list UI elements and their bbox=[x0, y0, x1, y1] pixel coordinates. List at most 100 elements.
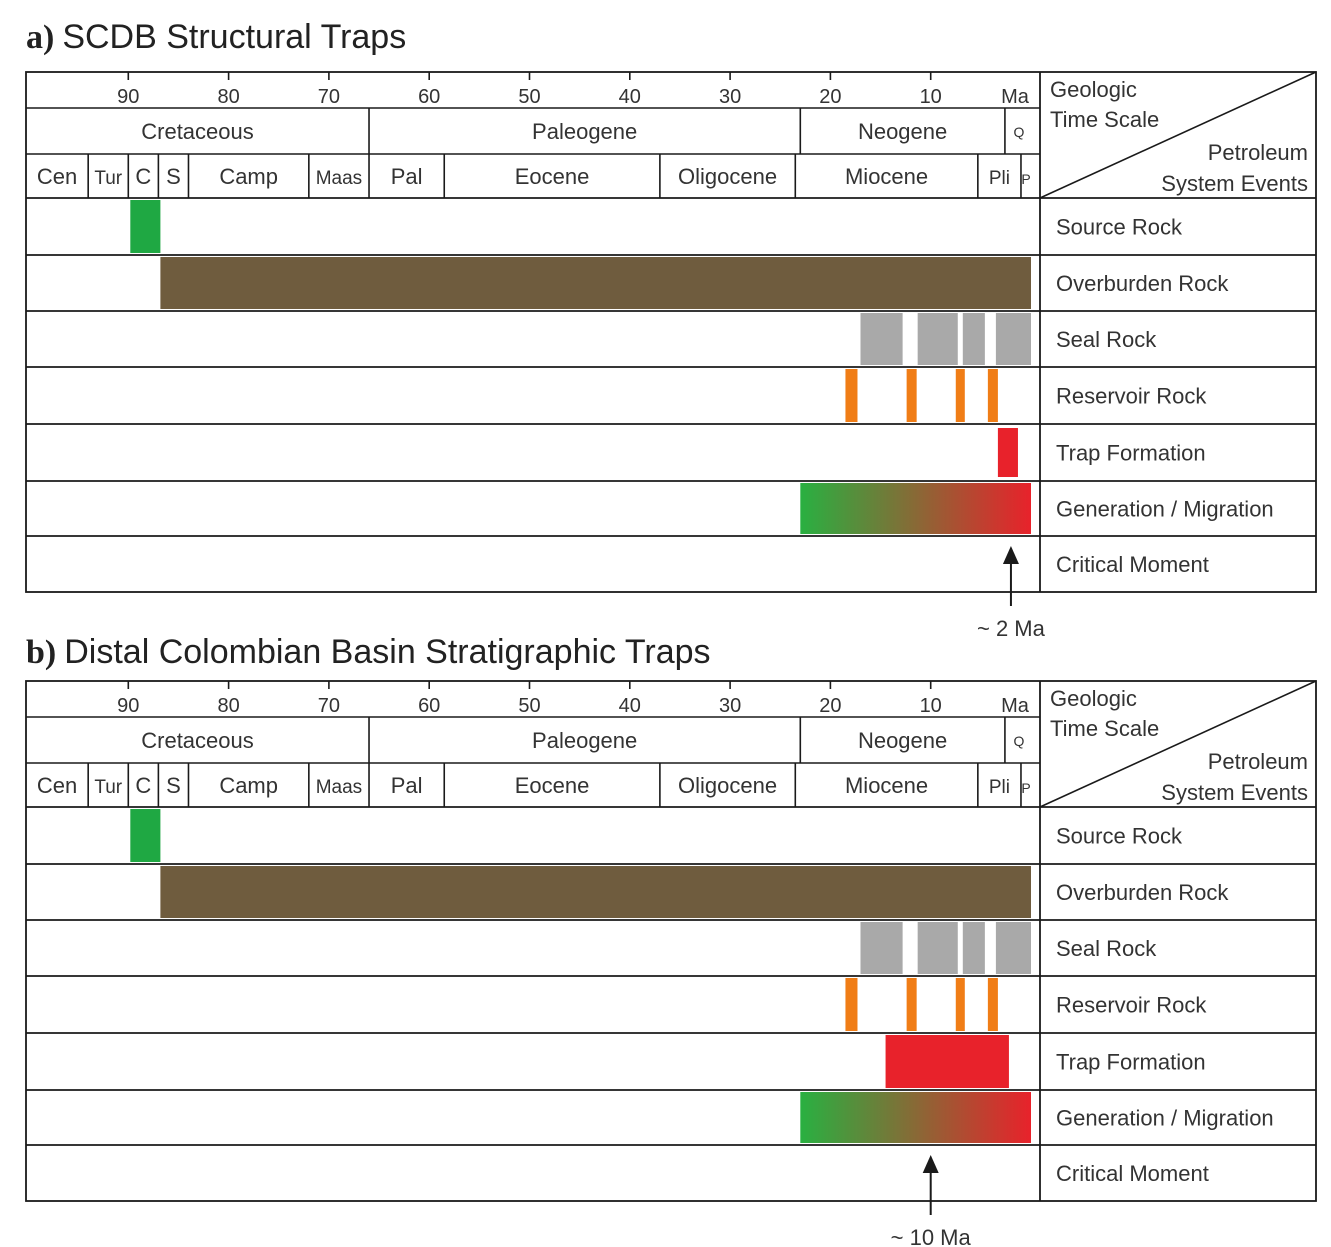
time-scale-label-line1: Geologic bbox=[1050, 686, 1137, 711]
reservoir-rock-bar bbox=[955, 978, 965, 1031]
axis-tick-label: 20 bbox=[819, 695, 841, 717]
axis-tick-label: 60 bbox=[418, 695, 440, 717]
axis-unit-label: Ma bbox=[1001, 86, 1030, 108]
events-label-line1: Petroleum bbox=[1208, 749, 1308, 774]
axis-tick-label: 40 bbox=[619, 695, 641, 717]
event-row-label: Reservoir Rock bbox=[1056, 993, 1207, 1018]
panel-title-text: SCDB Structural Traps bbox=[62, 18, 406, 56]
axis-unit-label: Ma bbox=[1001, 695, 1030, 717]
panel-frame bbox=[25, 680, 1317, 1202]
panel-title-text: Distal Colombian Basin Stratigraphic Tra… bbox=[64, 633, 710, 671]
event-row-label: Seal Rock bbox=[1056, 327, 1157, 352]
generation-migration-bar bbox=[800, 1092, 1031, 1143]
period-label: Neogene bbox=[858, 728, 947, 753]
critical-moment-arrow-head bbox=[922, 1155, 939, 1173]
epoch-label: Pal bbox=[391, 773, 423, 798]
time-scale-label-line1: Geologic bbox=[1050, 77, 1137, 102]
period-label: Cretaceous bbox=[141, 728, 254, 753]
epoch-label: Camp bbox=[219, 773, 278, 798]
period-label: Paleogene bbox=[532, 119, 637, 144]
seal-rock-bar bbox=[962, 922, 985, 974]
reservoir-rock-bar bbox=[987, 978, 998, 1031]
period-label: Neogene bbox=[858, 119, 947, 144]
generation-migration-bar bbox=[800, 483, 1031, 534]
event-row-label: Source Rock bbox=[1056, 824, 1183, 849]
header-diagonal bbox=[1039, 680, 1317, 808]
axis-tick-label: 90 bbox=[117, 695, 139, 717]
epoch-label: S bbox=[166, 164, 181, 189]
critical-moment-label: ~ 2 Ma bbox=[977, 616, 1046, 641]
period-label: Q bbox=[1014, 733, 1025, 749]
event-row-label: Source Rock bbox=[1056, 215, 1183, 240]
panel-frame bbox=[25, 71, 1317, 593]
epoch-label: Cen bbox=[37, 773, 77, 798]
event-row-label: Generation / Migration bbox=[1056, 497, 1274, 522]
epoch-label: Eocene bbox=[515, 773, 590, 798]
axis-tick-label: 20 bbox=[819, 86, 841, 108]
seal-rock-bar bbox=[995, 313, 1031, 365]
source-rock-bar bbox=[130, 809, 161, 862]
period-label: Cretaceous bbox=[141, 119, 254, 144]
axis-tick-label: 40 bbox=[619, 86, 641, 108]
source-rock-bar bbox=[130, 200, 161, 253]
axis-tick-label: 10 bbox=[920, 695, 942, 717]
seal-rock-bar bbox=[860, 313, 903, 365]
event-row-label: Overburden Rock bbox=[1056, 880, 1229, 905]
seal-rock-bar bbox=[917, 922, 958, 974]
event-row-label: Seal Rock bbox=[1056, 936, 1157, 961]
epoch-label: Maas bbox=[316, 777, 362, 798]
event-row-label: Overburden Rock bbox=[1056, 271, 1229, 296]
axis-tick-label: 70 bbox=[318, 86, 340, 108]
time-scale-label-line2: Time Scale bbox=[1050, 716, 1159, 741]
critical-moment-arrow-head bbox=[1002, 546, 1019, 564]
reservoir-rock-bar bbox=[987, 369, 998, 422]
epoch-label: Camp bbox=[219, 164, 278, 189]
epoch-label: Pal bbox=[391, 164, 423, 189]
reservoir-rock-bar bbox=[845, 978, 858, 1031]
reservoir-rock-bar bbox=[906, 369, 917, 422]
seal-rock-bar bbox=[860, 922, 903, 974]
trap-formation-bar bbox=[885, 1035, 1009, 1088]
axis-tick-label: 30 bbox=[719, 86, 741, 108]
panel-letter: b) bbox=[26, 634, 56, 671]
epoch-label: Miocene bbox=[845, 773, 928, 798]
event-row-label: Trap Formation bbox=[1056, 441, 1206, 466]
events-label-line1: Petroleum bbox=[1208, 140, 1308, 165]
reservoir-rock-bar bbox=[955, 369, 965, 422]
event-row-label: Reservoir Rock bbox=[1056, 384, 1207, 409]
header-diagonal bbox=[1039, 71, 1317, 199]
axis-tick-label: 50 bbox=[518, 86, 540, 108]
axis-tick-label: 10 bbox=[920, 86, 942, 108]
panel-title: b) Distal Colombian Basin Stratigraphic T… bbox=[26, 633, 711, 671]
epoch-label: Oligocene bbox=[678, 164, 777, 189]
event-row-label: Generation / Migration bbox=[1056, 1106, 1274, 1131]
epoch-label: C bbox=[135, 164, 151, 189]
seal-rock-bar bbox=[995, 922, 1031, 974]
axis-tick-label: 80 bbox=[217, 695, 239, 717]
epoch-label: Pli bbox=[989, 777, 1010, 798]
reservoir-rock-bar bbox=[906, 978, 917, 1031]
axis-tick-label: 80 bbox=[217, 86, 239, 108]
axis-tick-label: 90 bbox=[117, 86, 139, 108]
period-label: Q bbox=[1014, 124, 1025, 140]
axis-tick-label: 70 bbox=[318, 695, 340, 717]
epoch-label: P bbox=[1021, 171, 1030, 187]
epoch-label: P bbox=[1021, 780, 1030, 796]
axis-tick-label: 60 bbox=[418, 86, 440, 108]
epoch-label: Tur bbox=[94, 777, 122, 798]
epoch-label: Eocene bbox=[515, 164, 590, 189]
epoch-label: Oligocene bbox=[678, 773, 777, 798]
epoch-label: Cen bbox=[37, 164, 77, 189]
trap-formation-bar bbox=[997, 428, 1018, 477]
panel-title: a) SCDB Structural Traps bbox=[26, 18, 406, 56]
epoch-label: Maas bbox=[316, 168, 362, 189]
epoch-label: Tur bbox=[94, 168, 122, 189]
overburden-rock-bar bbox=[160, 257, 1031, 309]
reservoir-rock-bar bbox=[845, 369, 858, 422]
critical-moment-label: ~ 10 Ma bbox=[891, 1225, 972, 1247]
panel-letter: a) bbox=[26, 19, 54, 56]
seal-rock-bar bbox=[962, 313, 985, 365]
time-scale-label-line2: Time Scale bbox=[1050, 107, 1159, 132]
event-row-label: Critical Moment bbox=[1056, 1161, 1209, 1186]
